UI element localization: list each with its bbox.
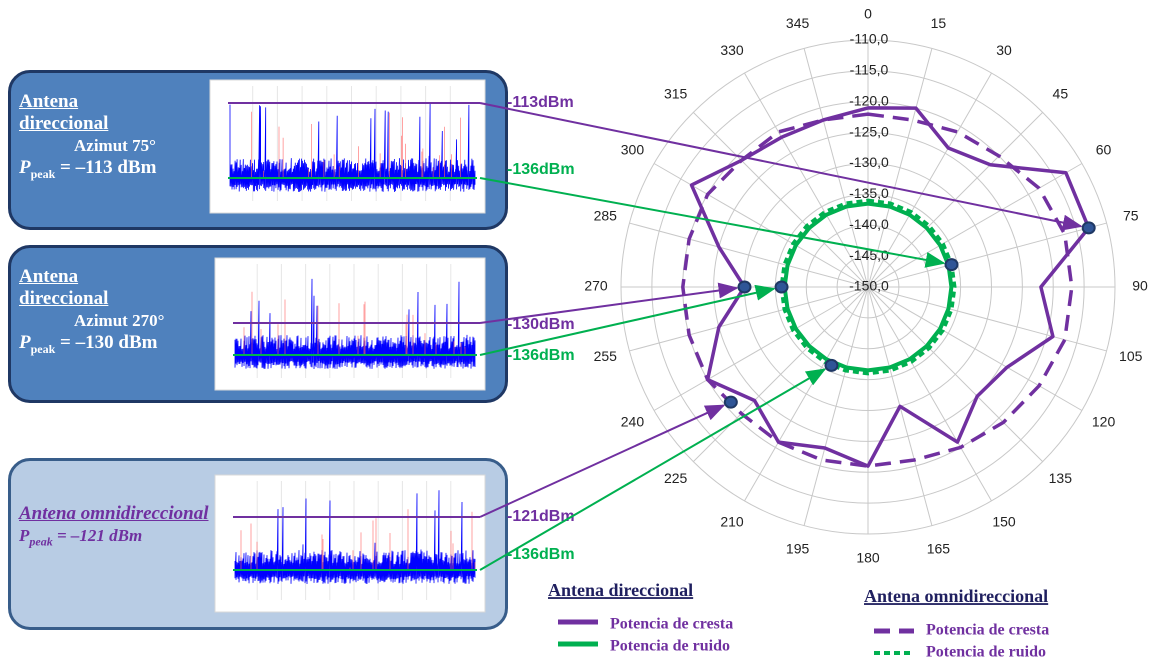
- marker-dot: [776, 282, 788, 293]
- angle-label: 45: [1053, 85, 1069, 101]
- angle-label: 225: [664, 470, 688, 486]
- marker-label: -136dBm: [507, 347, 575, 364]
- r-tick-label: -150,0: [849, 278, 889, 294]
- angle-label: 75: [1123, 207, 1139, 223]
- marker-label: -130dBm: [507, 316, 575, 333]
- r-tick-label: -115,0: [850, 62, 889, 78]
- chart: 0 15 30 45 60 75 90 105 120 135 150 165 180 195 210 225…: [0, 0, 1158, 665]
- angle-label: 120: [1092, 414, 1116, 430]
- spoke: [868, 164, 1082, 288]
- legend-group: Antena omnidireccional: [864, 586, 1048, 606]
- marker-dot: [825, 360, 837, 371]
- angle-label: 105: [1119, 348, 1143, 364]
- spoke: [629, 223, 868, 287]
- r-tick-label: -120,0: [849, 92, 889, 108]
- angle-label: 135: [1049, 470, 1073, 486]
- angle-label: 300: [621, 142, 645, 158]
- spoke: [804, 287, 868, 526]
- angle-label: 15: [931, 15, 947, 31]
- marker-dot: [946, 259, 958, 270]
- angle-label: 345: [786, 15, 810, 31]
- angle-label: 195: [786, 540, 810, 556]
- angle-label: 315: [664, 85, 688, 101]
- polar-grid: 0 15 30 45 60 75 90 105 120 135 150 165 180 195 210 225…: [584, 6, 1148, 566]
- angle-label: 285: [594, 207, 618, 223]
- r-tick-label: -125,0: [849, 123, 889, 139]
- angle-label: 165: [927, 540, 951, 556]
- thumbnail: [215, 475, 485, 612]
- angle-label: 0: [864, 6, 872, 22]
- angle-label: 210: [720, 513, 744, 529]
- r-tick-label: -110,0: [850, 31, 889, 47]
- r-tick-label: -135,0: [849, 185, 889, 201]
- angle-label: 30: [996, 42, 1012, 58]
- legend: Antena direccional Potencia de cresta Pote…: [548, 580, 1049, 661]
- marker-dot: [725, 397, 737, 408]
- marker-dot: [1083, 222, 1095, 233]
- angle-label: 180: [856, 550, 880, 566]
- angle-label: 270: [584, 278, 608, 294]
- angle-label: 330: [720, 42, 744, 58]
- spoke: [745, 287, 869, 501]
- r-tick-label: -140,0: [849, 216, 889, 232]
- angle-label: 90: [1132, 278, 1148, 294]
- legend-label: Potencia de cresta: [926, 622, 1049, 639]
- marker-label: -136dBm: [507, 546, 575, 563]
- thumbnails: [210, 80, 485, 612]
- legend-label: Potencia de ruido: [610, 638, 730, 655]
- spoke: [629, 287, 868, 351]
- angle-label: 240: [621, 414, 645, 430]
- arrow: [480, 369, 825, 570]
- marker-label: -113dBm: [507, 94, 574, 111]
- spoke: [868, 287, 1082, 411]
- angle-label: 150: [992, 513, 1016, 529]
- spoke: [868, 287, 992, 501]
- legend-label: Potencia de ruido: [926, 644, 1046, 661]
- angle-label: 255: [594, 348, 618, 364]
- marker-label: -121dBm: [507, 508, 575, 525]
- spoke: [693, 287, 868, 462]
- spoke: [868, 287, 1043, 462]
- legend-group: Antena direccional: [548, 580, 693, 600]
- legend-label: Potencia de cresta: [610, 616, 733, 633]
- page: {"chart_data": {"type": "radar", "catego…: [0, 0, 1158, 665]
- angle-label: 60: [1096, 142, 1112, 158]
- marker-label: -136dBm: [507, 161, 575, 178]
- marker-dot: [739, 282, 751, 293]
- r-tick-label: -130,0: [849, 154, 889, 170]
- arrow: [480, 405, 724, 517]
